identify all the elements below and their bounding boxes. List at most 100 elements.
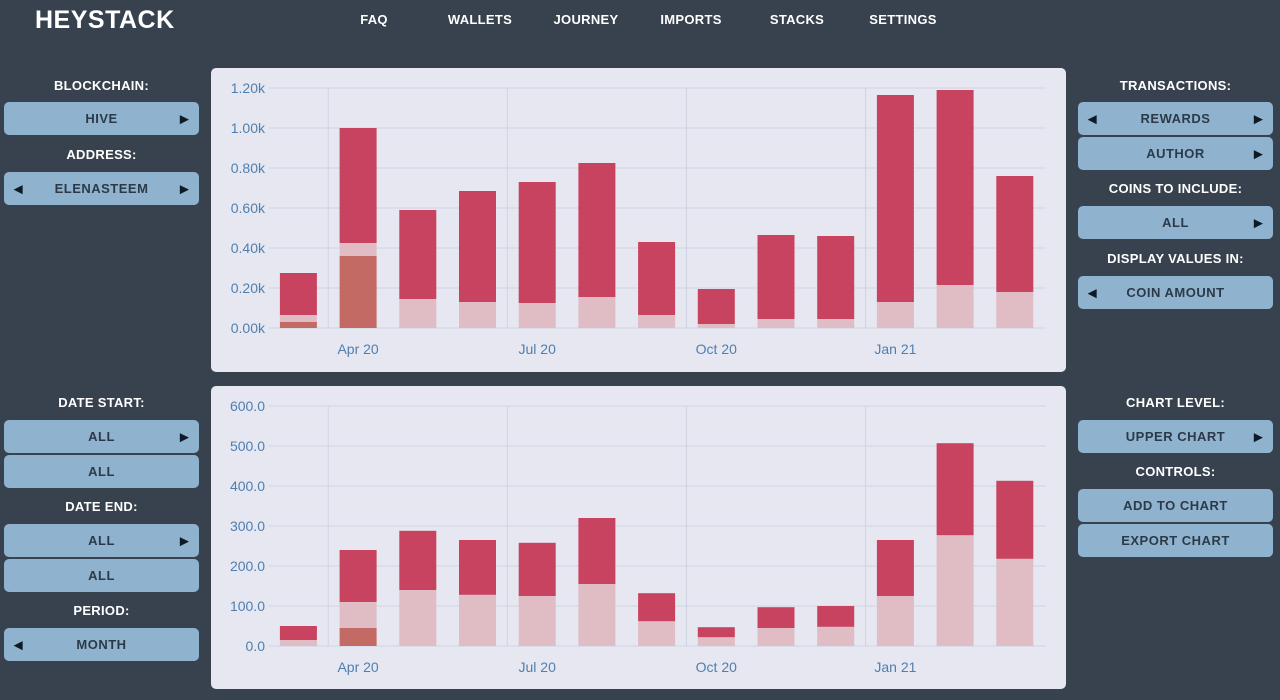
bar-segment[interactable] — [817, 319, 855, 328]
bar-segment[interactable] — [279, 273, 317, 315]
bar-segment[interactable] — [876, 596, 914, 646]
bar-segment[interactable] — [399, 530, 437, 590]
transactions-select[interactable]: ◀ REWARDS ▶ — [1078, 102, 1273, 135]
period-select[interactable]: ◀ MONTH — [4, 628, 199, 661]
transactions-value: REWARDS — [1140, 111, 1211, 126]
bar-segment[interactable] — [339, 628, 377, 646]
arrow-left-icon[interactable]: ◀ — [1088, 287, 1097, 299]
bar-segment[interactable] — [757, 607, 795, 628]
date-end-sub-select[interactable]: ALL — [4, 559, 199, 592]
add-to-chart-button[interactable]: ADD TO CHART — [1078, 489, 1273, 522]
bar-segment[interactable] — [459, 594, 496, 646]
bar-segment[interactable] — [578, 518, 616, 584]
bar-segment[interactable] — [339, 602, 377, 628]
bar-segment[interactable] — [757, 628, 795, 646]
bar-segment[interactable] — [936, 443, 974, 536]
bar-segment[interactable] — [518, 182, 556, 303]
bar-segment[interactable] — [697, 637, 735, 646]
x-tick-label: Jan 21 — [874, 659, 916, 675]
bar-segment[interactable] — [399, 299, 437, 328]
bar-segment[interactable] — [339, 128, 377, 243]
arrow-right-icon[interactable]: ▶ — [1254, 148, 1263, 160]
arrow-right-icon[interactable]: ▶ — [1254, 431, 1263, 443]
bar-segment[interactable] — [996, 176, 1034, 292]
bar-segment[interactable] — [399, 210, 437, 299]
bar-segment[interactable] — [638, 593, 676, 622]
coins-select[interactable]: ALL ▶ — [1078, 206, 1273, 239]
arrow-right-icon[interactable]: ▶ — [180, 535, 189, 547]
blockchain-select[interactable]: HIVE ▶ — [4, 102, 199, 135]
nav-stacks[interactable]: STACKS — [769, 12, 825, 27]
bar-segment[interactable] — [279, 315, 317, 322]
arrow-left-icon[interactable]: ◀ — [14, 183, 23, 195]
bar-segment[interactable] — [817, 236, 855, 319]
bar-segment[interactable] — [518, 303, 556, 328]
nav-imports[interactable]: IMPORTS — [660, 12, 722, 27]
arrow-left-icon[interactable]: ◀ — [1088, 113, 1097, 125]
nav-settings[interactable]: SETTINGS — [869, 12, 937, 27]
date-end-select[interactable]: ALL ▶ — [4, 524, 199, 557]
bar-segment[interactable] — [936, 535, 974, 646]
x-tick-label: Jul 20 — [519, 659, 557, 675]
bar-segment[interactable] — [996, 292, 1034, 328]
bar-segment[interactable] — [638, 621, 676, 646]
bar-segment[interactable] — [936, 285, 974, 328]
app-logo[interactable]: HEYSTACK — [35, 6, 175, 34]
bar-segment[interactable] — [339, 256, 377, 328]
bar-segment[interactable] — [399, 590, 437, 646]
date-start-sub-select[interactable]: ALL — [4, 455, 199, 488]
y-tick-label: 0.00k — [231, 320, 266, 336]
bar-segment[interactable] — [578, 584, 616, 646]
bar-segment[interactable] — [339, 243, 377, 256]
x-tick-label: Oct 20 — [696, 659, 737, 675]
bar-segment[interactable] — [638, 242, 676, 315]
bar-segment[interactable] — [638, 315, 676, 328]
transaction-type-select[interactable]: AUTHOR ▶ — [1078, 137, 1273, 170]
chart-level-select[interactable]: UPPER CHART ▶ — [1078, 420, 1273, 453]
arrow-right-icon[interactable]: ▶ — [180, 431, 189, 443]
arrow-right-icon[interactable]: ▶ — [180, 113, 189, 125]
bar-segment[interactable] — [279, 640, 317, 646]
bar-segment[interactable] — [996, 558, 1034, 646]
bar-segment[interactable] — [279, 322, 317, 328]
nav-wallets[interactable]: WALLETS — [447, 12, 513, 27]
bar-segment[interactable] — [459, 540, 496, 595]
bar-segment[interactable] — [697, 324, 735, 328]
display-values-select[interactable]: ◀ COIN AMOUNT — [1078, 276, 1273, 309]
blockchain-label: BLOCKCHAIN: — [53, 78, 149, 93]
bar-segment[interactable] — [279, 626, 317, 640]
bar-segment[interactable] — [876, 95, 914, 302]
nav-journey[interactable]: JOURNEY — [553, 12, 619, 27]
bar-segment[interactable] — [518, 542, 556, 596]
bar-segment[interactable] — [578, 163, 616, 297]
arrow-right-icon[interactable]: ▶ — [180, 183, 189, 195]
chart-level-value: UPPER CHART — [1125, 429, 1226, 444]
bar-segment[interactable] — [876, 302, 914, 328]
arrow-right-icon[interactable]: ▶ — [1254, 217, 1263, 229]
bar-segment[interactable] — [459, 302, 496, 328]
y-tick-label: 400.0 — [230, 478, 265, 494]
lower-chart-panel: 0.0 100.0 200.0 300.0 400.0 500.0 600.0 Apr 20 J… — [211, 386, 1066, 689]
bar-segment[interactable] — [996, 480, 1034, 559]
address-value: ELENASTEEM — [54, 181, 149, 196]
date-start-select[interactable]: ALL ▶ — [4, 420, 199, 453]
address-select[interactable]: ◀ ELENASTEEM ▶ — [4, 172, 199, 205]
bar-segment[interactable] — [459, 191, 496, 302]
bar-segment[interactable] — [936, 90, 974, 285]
y-tick-label: 300.0 — [230, 518, 265, 534]
bar-segment[interactable] — [757, 235, 795, 319]
arrow-right-icon[interactable]: ▶ — [1254, 113, 1263, 125]
arrow-left-icon[interactable]: ◀ — [14, 639, 23, 651]
nav-faq[interactable]: FAQ — [360, 12, 388, 27]
bar-segment[interactable] — [518, 596, 556, 646]
bar-segment[interactable] — [817, 626, 855, 646]
bar-segment[interactable] — [817, 606, 855, 627]
export-chart-button[interactable]: EXPORT CHART — [1078, 524, 1273, 557]
bar-segment[interactable] — [339, 550, 377, 602]
bar-segment[interactable] — [876, 540, 914, 596]
bar-segment[interactable] — [578, 297, 616, 328]
bar-segment[interactable] — [757, 319, 795, 328]
bar-segment[interactable] — [697, 289, 735, 324]
display-values-label: DISPLAY VALUES IN: — [1107, 251, 1244, 266]
bar-segment[interactable] — [697, 627, 735, 638]
